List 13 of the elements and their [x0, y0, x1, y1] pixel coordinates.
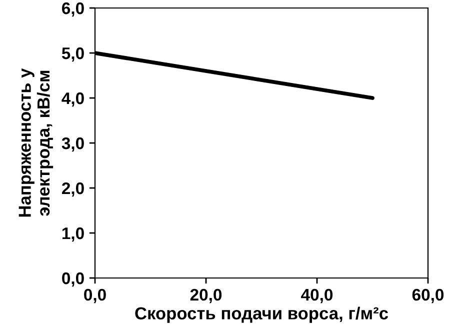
- y-tick-label: 4,0: [62, 92, 84, 107]
- y-tick-label: 6,0: [62, 2, 84, 17]
- x-tick-label: 20,0: [190, 288, 222, 304]
- y-tick-label: 5,0: [62, 47, 84, 62]
- x-tick-label: 60,0: [412, 288, 444, 304]
- x-tick-label: 0,0: [84, 288, 106, 304]
- y-tick-label: 2,0: [62, 182, 84, 197]
- y-tick-label: 0,0: [62, 272, 84, 287]
- y-tick-label: 3,0: [62, 137, 84, 152]
- y-axis-title: Напряженность у электрода, кВ/см: [18, 68, 54, 217]
- x-tick-label: 40,0: [301, 288, 333, 304]
- y-tick-label: 1,0: [62, 227, 84, 242]
- x-axis-title: Скорость подачи ворса, г/м²с: [135, 306, 388, 323]
